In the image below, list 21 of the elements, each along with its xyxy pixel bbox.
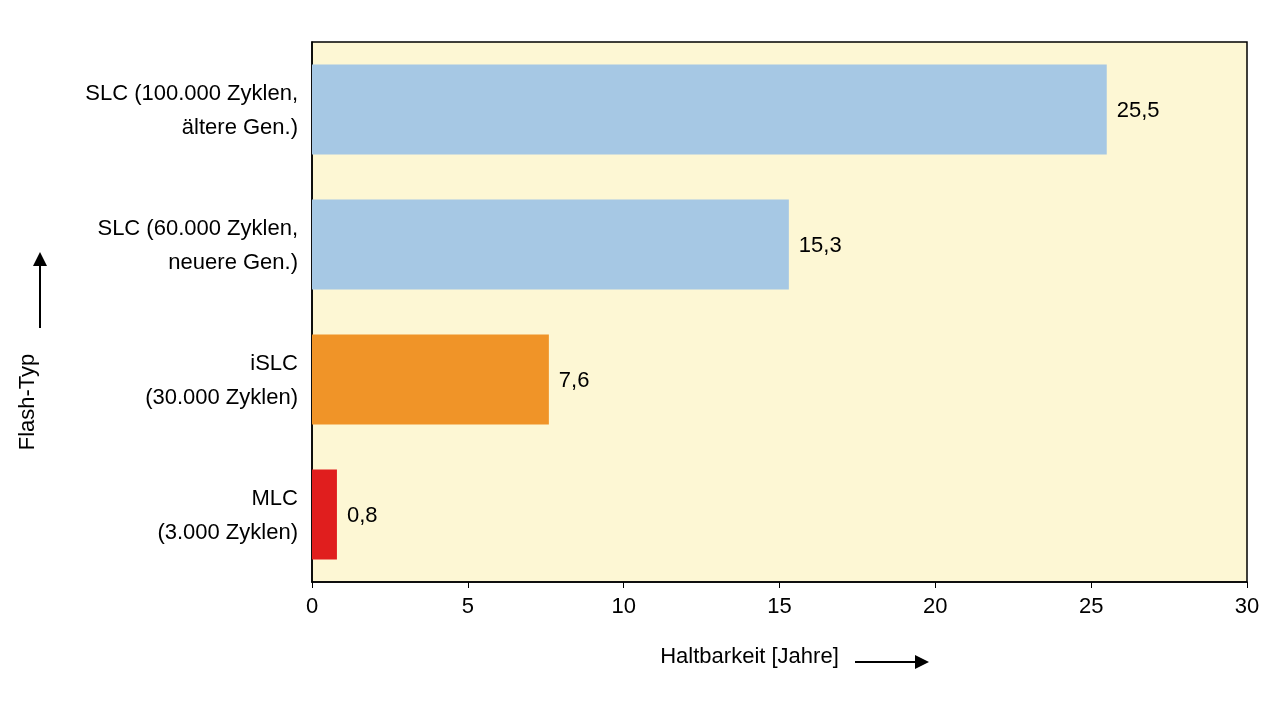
y-tick-label: iSLC (30.000 Zyklen)	[145, 350, 299, 409]
data-label: 0,8	[346, 502, 378, 527]
data-label: 25,5	[1116, 97, 1160, 122]
x-axis-title: Haltbarkeit [Jahre]	[660, 642, 839, 668]
x-tick-label: 0	[305, 592, 319, 618]
bar	[312, 469, 337, 560]
x-tick-label: 30	[1234, 592, 1260, 618]
x-tick-label: 20	[923, 592, 948, 618]
data-label: 7,6	[558, 367, 590, 392]
x-tick-label: 5	[461, 592, 474, 618]
y-tick-label: SLC (100.000 Zyklen, ältere Gen.)	[85, 80, 298, 139]
bar	[312, 334, 549, 425]
data-label: 15,3	[798, 232, 842, 257]
bar	[312, 199, 789, 290]
y-axis-title: Flash-Typ	[13, 353, 39, 451]
bar	[312, 64, 1107, 155]
x-tick-label: 10	[611, 592, 636, 618]
x-tick-label: 15	[767, 592, 792, 618]
y-tick-label: SLC (60.000 Zyklen, neuere Gen.)	[97, 215, 298, 274]
x-tick-label: 25	[1078, 592, 1104, 618]
y-tick-label: MLC (3.000 Zyklen)	[157, 485, 299, 544]
